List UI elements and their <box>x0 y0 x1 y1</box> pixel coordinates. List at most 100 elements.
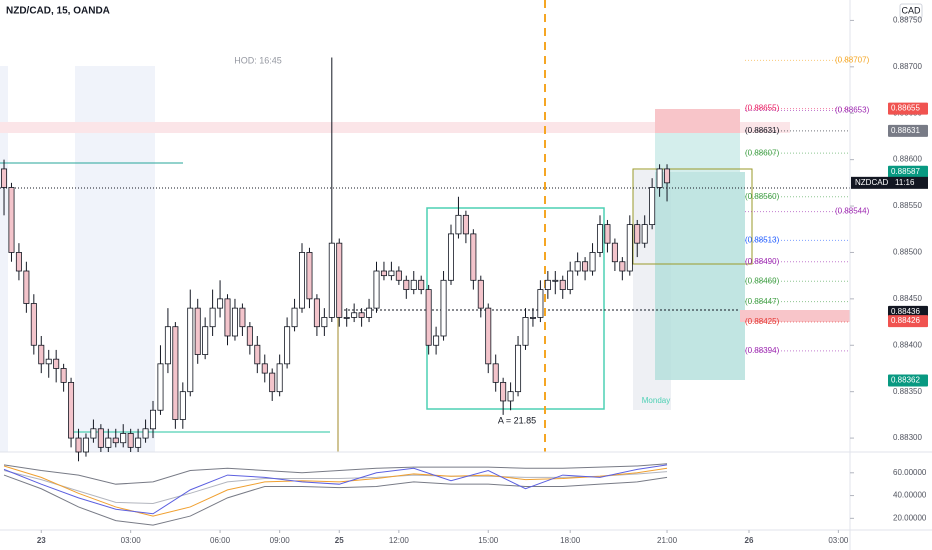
candle-body <box>112 437 119 444</box>
y-tick-label: 40.00000 <box>893 491 927 500</box>
candle-body <box>470 233 477 281</box>
candle-body <box>522 317 529 346</box>
range-label: A = 21.85 <box>498 415 536 425</box>
candle-body <box>664 168 671 184</box>
candle-body <box>455 214 462 235</box>
candle-body <box>552 279 559 282</box>
candle-body <box>395 270 402 281</box>
candle-body <box>150 409 157 430</box>
candle-body <box>500 381 507 402</box>
candle-body <box>157 363 164 411</box>
y-tick-label: 0.88550 <box>893 201 922 210</box>
session-label: Monday <box>642 396 670 405</box>
stop-zone <box>655 109 740 133</box>
candle-body <box>299 252 306 309</box>
candle-body <box>276 363 283 393</box>
level-label: (0.88707) <box>835 55 870 64</box>
candle-body <box>15 252 22 272</box>
candle-body <box>343 317 350 319</box>
session-shade <box>0 66 8 452</box>
level-label: (0.88425) <box>745 317 780 326</box>
candle-body <box>313 298 320 328</box>
price-tag-label: 0.88631 <box>891 126 920 135</box>
candle-body <box>626 224 633 272</box>
candle-body <box>321 317 328 328</box>
candle-body <box>328 242 335 318</box>
candle-body <box>60 368 67 383</box>
candle-body <box>604 224 611 244</box>
candle-body <box>23 270 30 304</box>
candle-body <box>544 279 551 290</box>
candle-body <box>120 433 127 444</box>
y-tick-label: 0.88700 <box>893 62 922 71</box>
x-tick-label: 03:00 <box>828 536 849 545</box>
candle-body <box>1 168 8 188</box>
y-tick-label: 0.88450 <box>893 294 922 303</box>
price-tag-label: 0.88587 <box>891 167 920 176</box>
candle-body <box>164 326 171 365</box>
candle-body <box>537 289 544 318</box>
last-price-symbol: NZDCAD <box>855 178 889 187</box>
candle-body <box>366 307 373 318</box>
candle-body <box>410 279 417 290</box>
candle-body <box>179 391 186 420</box>
level-label: (0.88655) <box>745 104 780 113</box>
candle-body <box>306 252 313 300</box>
level-label: (0.88513) <box>745 235 780 244</box>
candle-body <box>231 307 238 337</box>
currency-badge[interactable] <box>899 3 923 19</box>
price-tag <box>888 305 928 318</box>
candle-body <box>403 279 410 290</box>
candle-body <box>209 307 216 328</box>
candle-body <box>425 289 432 346</box>
candle-body <box>596 224 603 253</box>
price-tag-label: 0.88426 <box>891 316 920 325</box>
candle-body <box>507 391 514 402</box>
candle-body <box>619 261 626 272</box>
last-price-tag <box>851 176 928 189</box>
hod-label: HOD: 16:45 <box>234 55 282 65</box>
currency[interactable]: CAD <box>901 5 921 15</box>
level-label: (0.88653) <box>835 106 870 115</box>
level-label: (0.88447) <box>745 297 780 306</box>
x-tick-label: 03:00 <box>121 536 142 545</box>
y-tick-label: 60.00000 <box>893 468 927 477</box>
price-tag <box>888 102 928 115</box>
x-tick-label: 23 <box>37 536 46 545</box>
candle-body <box>418 279 425 290</box>
candle-body <box>462 214 469 235</box>
candle-body <box>45 358 52 365</box>
candle-body <box>172 326 179 420</box>
price-tag-label: 0.88362 <box>891 376 920 385</box>
candle-body <box>291 307 298 328</box>
level-label: (0.88544) <box>835 207 870 216</box>
candle-body <box>142 428 149 439</box>
candle-body <box>589 252 596 272</box>
candle-body <box>336 242 343 318</box>
candle-body <box>239 307 246 328</box>
candle-body <box>611 242 618 263</box>
level-label: (0.88469) <box>745 276 780 285</box>
x-tick-label: 26 <box>745 536 754 545</box>
level-label: (0.88607) <box>745 148 780 157</box>
candle-body <box>82 437 89 453</box>
level-label: (0.88560) <box>745 192 780 201</box>
level-label: (0.88631) <box>745 126 780 135</box>
x-tick-label: 12:00 <box>389 536 410 545</box>
candle-body <box>105 437 112 448</box>
y-tick-label: 0.88400 <box>893 340 922 349</box>
candle-body <box>68 381 75 439</box>
x-tick-label: 09:00 <box>270 536 291 545</box>
candle-body <box>254 344 261 365</box>
candle-body <box>75 437 82 453</box>
target-zone <box>655 133 740 172</box>
candle-body <box>358 312 365 318</box>
candle-body <box>97 428 104 448</box>
y-tick-label: 20.00000 <box>893 513 927 522</box>
candle-body <box>485 307 492 365</box>
candle-body <box>373 270 380 309</box>
candle-body <box>567 270 574 290</box>
candle-body <box>634 224 641 244</box>
candle-body <box>90 428 97 439</box>
price-tag <box>888 374 928 387</box>
